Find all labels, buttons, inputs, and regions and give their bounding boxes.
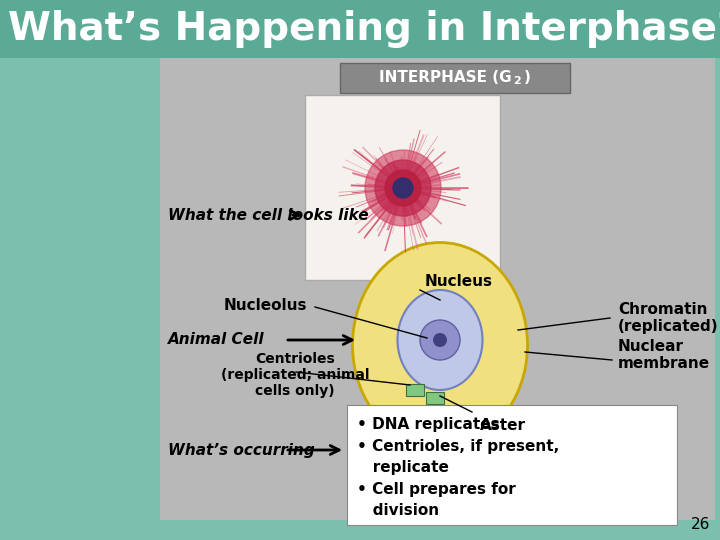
FancyBboxPatch shape	[406, 384, 424, 396]
Text: Nucleolus: Nucleolus	[223, 298, 307, 313]
Text: Centrioles
(replicated; animal
cells only): Centrioles (replicated; animal cells onl…	[221, 352, 369, 398]
Text: 2: 2	[513, 76, 521, 86]
FancyBboxPatch shape	[426, 392, 444, 404]
Bar	[340, 63, 570, 93]
Text: 26: 26	[690, 517, 710, 532]
Bar	[347, 405, 677, 525]
Ellipse shape	[353, 242, 528, 448]
Text: ): )	[523, 71, 531, 85]
Circle shape	[433, 333, 447, 347]
Circle shape	[385, 170, 421, 206]
Bar	[160, 58, 715, 520]
Text: Chromatin
(replicated): Chromatin (replicated)	[618, 302, 719, 334]
Circle shape	[365, 150, 441, 226]
Circle shape	[393, 178, 413, 198]
Text: Aster: Aster	[480, 418, 526, 433]
Text: What’s Happening in Interphase?: What’s Happening in Interphase?	[8, 10, 720, 48]
Text: Nucleus: Nucleus	[425, 274, 493, 289]
Text: What the cell looks like: What the cell looks like	[168, 207, 369, 222]
Text: Nuclear
membrane: Nuclear membrane	[618, 339, 710, 371]
Text: INTERPHASE (G: INTERPHASE (G	[379, 71, 511, 85]
Circle shape	[420, 320, 460, 360]
Text: • DNA replicates
• Centrioles, if present,
   replicate
• Cell prepares for
   d: • DNA replicates • Centrioles, if presen…	[357, 417, 559, 518]
Bar	[0, 0, 720, 58]
Bar	[305, 95, 500, 280]
Text: What’s occurring: What’s occurring	[168, 442, 315, 457]
Text: Animal Cell: Animal Cell	[168, 333, 265, 348]
Ellipse shape	[397, 290, 482, 390]
Circle shape	[375, 160, 431, 216]
